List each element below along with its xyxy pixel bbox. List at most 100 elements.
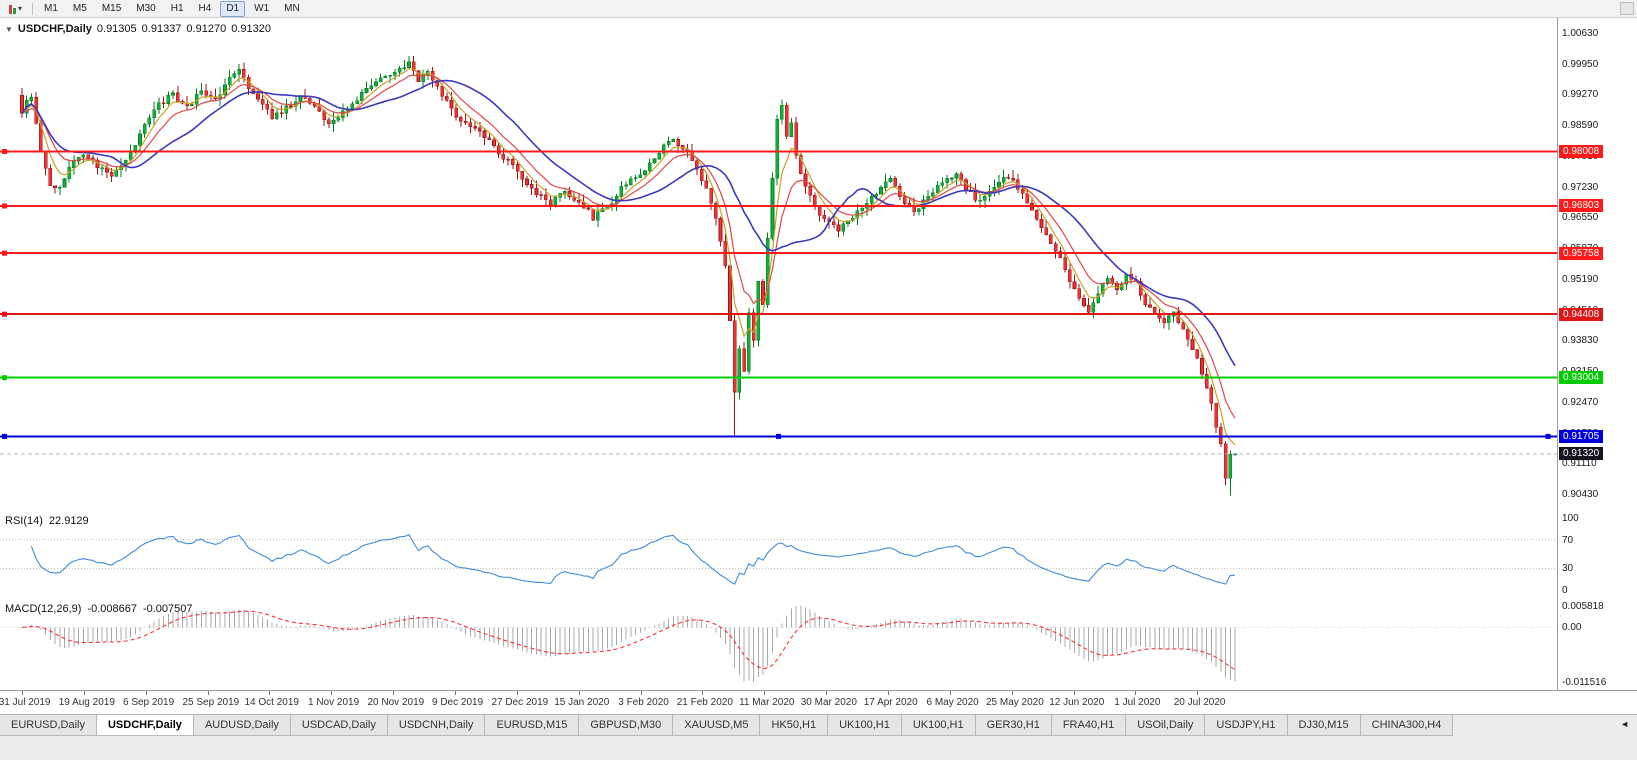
date-label: 21 Feb 2020	[676, 697, 733, 708]
symbol-tab-ger30-h1[interactable]: GER30,H1	[974, 715, 1052, 736]
date-tick	[146, 691, 147, 695]
date-tick	[1012, 691, 1013, 695]
candlestick-chart-icon	[9, 4, 16, 14]
timeframe-button-w1[interactable]: W1	[254, 2, 270, 14]
price-axis-label: 0.95190	[1562, 273, 1599, 285]
price-axis[interactable]: 1.006300.999500.992700.985900.979100.972…	[1558, 18, 1637, 690]
symbol-tab-usoil-daily[interactable]: USOil,Daily	[1125, 715, 1206, 736]
macd-axis-label: 0.005818	[1562, 601, 1604, 612]
date-label: 15 Jan 2020	[554, 697, 610, 708]
chart-ohlc-header: ▼ USDCHF,Daily 0.91305 0.91337 0.91270 0…	[5, 23, 271, 35]
date-label: 20 Nov 2019	[367, 697, 425, 708]
price-level-badge: 0.95758	[1559, 246, 1604, 260]
timeframe-group: M1 M5 M15 M30 H1 H4 D1 W1 MN	[38, 0, 306, 17]
date-tick	[22, 691, 23, 695]
date-label: 9 Dec 2019	[431, 697, 484, 708]
price-axis-label: 0.90430	[1562, 489, 1599, 500]
macd-axis-label: 0.00	[1562, 622, 1582, 634]
price-level-badge: 0.93004	[1559, 371, 1604, 385]
timeframe-button-m30[interactable]: M30	[136, 2, 156, 14]
date-tick	[641, 691, 642, 695]
timeframe-button-m1[interactable]: M1	[44, 2, 58, 14]
symbol-tab-usdcad-daily[interactable]: USDCAD,Daily	[289, 715, 388, 736]
chart-symbol-label: USDCHF,Daily	[17, 23, 92, 35]
tab-scroll-left-button[interactable]: ◄	[1612, 715, 1637, 733]
price-level-badge: 0.98008	[1559, 145, 1604, 158]
symbol-tab-usdchf-daily[interactable]: USDCHF,Daily	[95, 715, 194, 736]
price-level-badge: 0.91705	[1559, 429, 1604, 443]
rsi-axis-label: 30	[1562, 563, 1574, 575]
ohlc-low-value: 0.91270	[186, 23, 227, 35]
timeframe-button-d1[interactable]: D1	[220, 0, 246, 17]
date-tick	[579, 691, 580, 695]
timeframe-button-m15[interactable]: M15	[101, 2, 122, 14]
symbol-tab-uk100-h1[interactable]: UK100,H1	[900, 715, 976, 736]
price-level-badge: 0.96803	[1559, 199, 1604, 213]
line-drag-handle[interactable]	[1545, 433, 1551, 439]
ohlc-open-value: 0.91305	[96, 23, 137, 35]
date-axis[interactable]: 31 Jul 2019 19 Aug 2019 6 Sep 2019 25 Sep 2…	[0, 691, 1637, 714]
symbol-tab-dj30-m15[interactable]: DJ30,M15	[1286, 715, 1361, 736]
date-label: 12 Jun 2020	[1049, 697, 1105, 708]
current-price-badge: 0.91320	[1559, 447, 1604, 461]
date-label: 27 Dec 2019	[491, 697, 549, 708]
timeframe-button-h4[interactable]: H4	[198, 2, 212, 14]
symbol-tab-hk50-h1[interactable]: HK50,H1	[759, 715, 829, 736]
rsi-header: RSI(14) 22.9129	[5, 515, 89, 527]
ma-mid-line	[21, 74, 1236, 419]
rsi-axis-label: 70	[1562, 534, 1574, 546]
symbol-tab-eurusd-m15[interactable]: EURUSD,M15	[484, 715, 580, 736]
price-level-badge: 0.94408	[1559, 307, 1604, 321]
line-drag-handle[interactable]	[776, 433, 781, 439]
date-tick	[331, 691, 332, 695]
date-tick	[702, 691, 703, 695]
timeframe-button-mn[interactable]: MN	[284, 2, 300, 14]
rsi-line	[30, 533, 1236, 585]
price-axis-label: 0.96550	[1562, 212, 1599, 224]
macd-signal-value: -0.007507	[142, 603, 193, 615]
symbol-tab-china300-h4[interactable]: CHINA300,H4	[1359, 715, 1454, 736]
ma-slow-line	[21, 79, 1236, 367]
timeframe-button-h1[interactable]: H1	[170, 2, 184, 14]
rsi-chart[interactable]	[0, 512, 1557, 600]
date-tick	[208, 691, 209, 695]
date-tick	[950, 691, 951, 695]
ma-fast-line	[21, 68, 1236, 446]
symbol-tab-audusd-daily[interactable]: AUDUSD,Daily	[192, 715, 291, 736]
date-tick	[393, 691, 394, 695]
price-chart[interactable]	[0, 18, 1557, 512]
symbol-tab-uk100-h1[interactable]: UK100,H1	[827, 715, 902, 736]
symbol-tab-eurusd-daily[interactable]: EURUSD,Daily	[0, 715, 97, 736]
symbol-tab-gbpusd-m30[interactable]: GBPUSD,M30	[578, 715, 674, 736]
macd-chart[interactable]	[0, 600, 1557, 690]
symbol-tab-usdjpy-h1[interactable]: USDJPY,H1	[1204, 715, 1288, 736]
candles-group	[20, 55, 1237, 496]
macd-main-value: -0.008667	[87, 603, 137, 615]
date-label: 31 Jul 2019	[0, 697, 51, 708]
date-label: 25 May 2020	[985, 697, 1044, 708]
date-label: 1 Jul 2020	[1114, 697, 1161, 708]
toolbar-overflow-button[interactable]	[1620, 2, 1634, 15]
ohlc-close-value: 0.91320	[231, 23, 271, 35]
date-label: 11 Mar 2020	[739, 697, 795, 708]
symbol-tab-bar-tabs: EURUSD,Daily USDCHF,Daily AUDUSD,Daily USDC…	[0, 715, 1454, 736]
chart-bottom-border	[0, 690, 1637, 691]
macd-signal-line	[21, 610, 1236, 671]
symbol-tab-xauusd-m5[interactable]: XAUUSD,M5	[672, 715, 761, 736]
price-axis-separator	[1557, 18, 1558, 690]
symbol-tab-fra40-h1[interactable]: FRA40,H1	[1050, 715, 1127, 736]
date-label: 20 Jul 2020	[1173, 697, 1226, 708]
macd-title: MACD(12,26,9)	[5, 603, 82, 615]
timeframe-button-m5[interactable]: M5	[72, 2, 87, 14]
timeframe-toolbar: ▾ M1 M5 M15 M30 H1 H4 D1 W1 MN	[0, 0, 1637, 18]
date-tick	[1197, 691, 1198, 695]
symbol-tab-usdcnh-daily[interactable]: USDCNH,Daily	[386, 715, 486, 736]
date-label: 25 Sep 2019	[182, 697, 240, 708]
collapse-subwindow-icon[interactable]: ▼	[5, 24, 13, 34]
tab-scroll-left-icon: ◄	[1620, 719, 1629, 729]
price-axis-label: 0.99270	[1562, 89, 1599, 101]
chart-type-button[interactable]: ▾	[4, 2, 27, 16]
symbol-tab-bar: EURUSD,Daily USDCHF,Daily AUDUSD,Daily USDC…	[0, 714, 1637, 760]
rsi-axis-label: 0	[1562, 585, 1568, 596]
